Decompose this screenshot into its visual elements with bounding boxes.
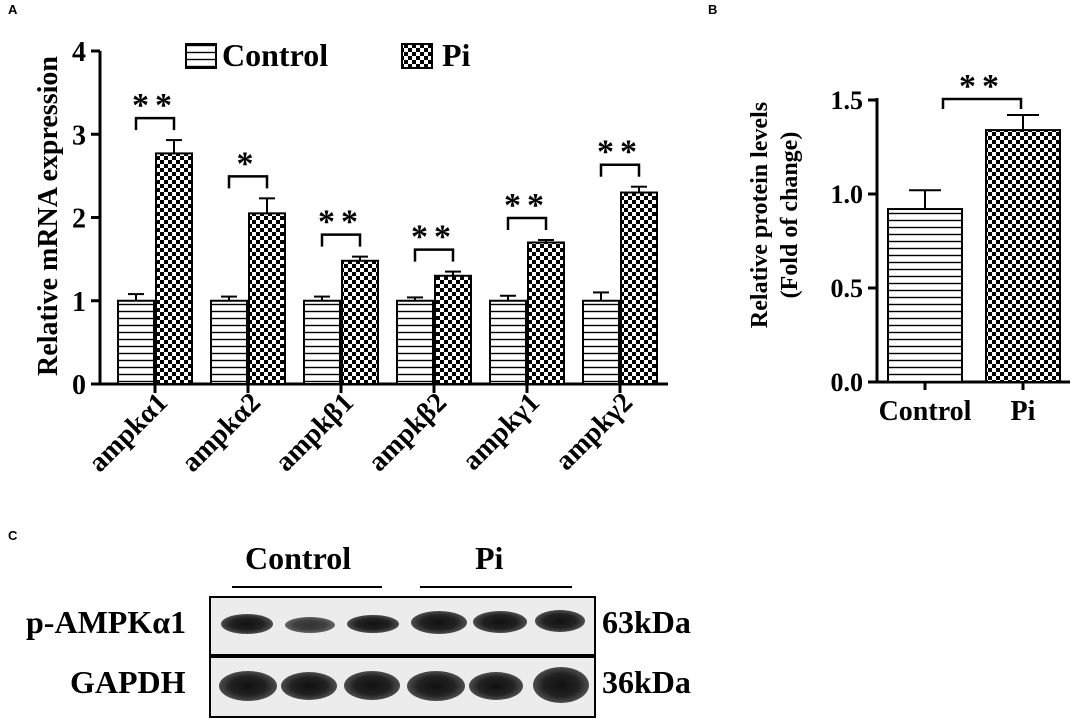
chart-b-significance-label: ** — [959, 68, 1005, 105]
chart-a-bar-control — [489, 299, 527, 385]
chart-b-protein-levels: 0.0 0.5 1.0 1.5 Control Pi ** Relative protei… — [747, 68, 1070, 427]
chart-a-bar-control — [303, 299, 341, 385]
chart-a-bar-pi — [341, 259, 379, 386]
chart-a-significance-label: ** — [597, 134, 643, 171]
western-blot: Control Pi p-AMPKα1 63kDa GAPDH 36kDa — [0, 530, 1084, 720]
chart-a-significance-bracket — [320, 233, 362, 247]
chart-a-legend-label-pi: Pi — [442, 37, 471, 73]
chart-a-legend-swatch-control — [185, 43, 217, 69]
chart-a-x-tick-label: ampkα2 — [176, 387, 267, 478]
chart-a-significance-bracket — [506, 216, 548, 230]
chart-a-y-axis-label: Relative mRNA expression — [33, 56, 64, 376]
chart-b-bar-pi — [985, 129, 1061, 383]
chart-a-legend-label-control: Control — [222, 37, 328, 73]
chart-a-y-tick-label: 4 — [72, 37, 86, 68]
blot-strip-pampk — [209, 596, 596, 656]
blot-group-line-control — [232, 586, 382, 588]
chart-b-y-tick-label: 0.0 — [831, 368, 864, 397]
chart-a-y-tick-label: 2 — [72, 204, 86, 235]
chart-a-mrna-expression: 0 1 2 3 4 ampkα1 ampkα2 ampkβ1 ampkβ2 ampkγ1 ampkγ… — [33, 37, 668, 478]
chart-a-significance-label: ** — [318, 204, 364, 241]
blot-row-label-pampk: p-AMPKα1 — [26, 604, 187, 640]
chart-a-x-tick-label: ampkγ1 — [456, 387, 546, 477]
band-pampk-lane-4 — [411, 611, 467, 634]
chart-a-significance-bracket — [599, 163, 641, 177]
chart-a-significance-label: * — [237, 145, 260, 182]
chart-b-y-axis-label-line1: Relative protein levels — [747, 102, 773, 328]
band-gapdh-lane-4 — [407, 671, 465, 701]
chart-a-y-tick-label: 1 — [72, 287, 86, 318]
chart-b-bar-control — [887, 208, 963, 383]
chart-a-y-tick-label: 3 — [72, 120, 86, 151]
chart-b-y-tick-label: 1.0 — [831, 180, 864, 209]
band-pampk-lane-1 — [221, 614, 273, 634]
chart-b-y-tick-label: 0.5 — [831, 274, 864, 303]
chart-a-bar-control — [396, 299, 434, 385]
band-gapdh-lane-2 — [281, 672, 337, 700]
band-pampk-lane-6 — [535, 610, 585, 632]
chart-a-bar-control — [117, 299, 155, 385]
chart-a-bar-pi — [527, 241, 565, 385]
blot-row-label-gapdh: GAPDH — [70, 664, 186, 700]
chart-b-x-tick-label: Pi — [1011, 396, 1036, 427]
panel-letter-b: B — [708, 2, 718, 17]
chart-a-significance-label: ** — [132, 87, 178, 124]
chart-a-significance-bracket — [227, 175, 269, 189]
chart-b-x-tick-label: Control — [879, 396, 972, 427]
chart-a-significance-label: ** — [504, 187, 550, 224]
panel-letter-c: C — [8, 528, 18, 543]
chart-b-y-tick-label: 1.5 — [831, 86, 864, 115]
chart-a-significance-bracket — [134, 116, 176, 131]
chart-a-bar-pi — [248, 212, 286, 385]
chart-a-significance-label: ** — [411, 219, 457, 256]
chart-a-y-tick-label: 0 — [72, 370, 86, 401]
band-gapdh-lane-6 — [533, 667, 589, 703]
band-pampk-lane-5 — [473, 611, 527, 633]
blot-group-label-control: Control — [245, 540, 352, 576]
chart-a-significance-bracket — [413, 248, 455, 262]
panel-letter-a: A — [8, 2, 18, 17]
chart-a-x-tick-label: ampkγ2 — [549, 387, 639, 477]
band-gapdh-lane-3 — [344, 671, 400, 700]
chart-a-bar-pi — [620, 191, 658, 385]
chart-a-bar-control — [582, 299, 620, 385]
chart-a-x-tick-label: ampkβ2 — [362, 387, 453, 478]
blot-strip-gapdh — [209, 656, 596, 718]
band-pampk-lane-3 — [347, 615, 399, 633]
band-gapdh-lane-5 — [469, 672, 523, 700]
blot-group-line-pi — [420, 586, 572, 588]
chart-a-bar-control — [210, 299, 248, 385]
chart-a-bar-pi — [434, 274, 472, 385]
blot-row-size-gapdh: 36kDa — [602, 664, 691, 700]
band-pampk-lane-2 — [285, 617, 335, 633]
chart-a-x-tick-label: ampkα1 — [83, 387, 174, 478]
band-gapdh-lane-1 — [219, 671, 277, 701]
blot-row-size-pampk: 63kDa — [602, 604, 691, 640]
chart-a-bar-pi — [155, 152, 193, 385]
chart-b-y-axis-label-line2: (Fold of change) — [777, 132, 803, 299]
chart-a-legend-swatch-pi — [401, 43, 433, 69]
blot-group-label-pi: Pi — [475, 540, 504, 576]
chart-a-x-tick-label: ampkβ1 — [269, 387, 360, 478]
chart-b-significance-bracket — [941, 97, 1023, 110]
